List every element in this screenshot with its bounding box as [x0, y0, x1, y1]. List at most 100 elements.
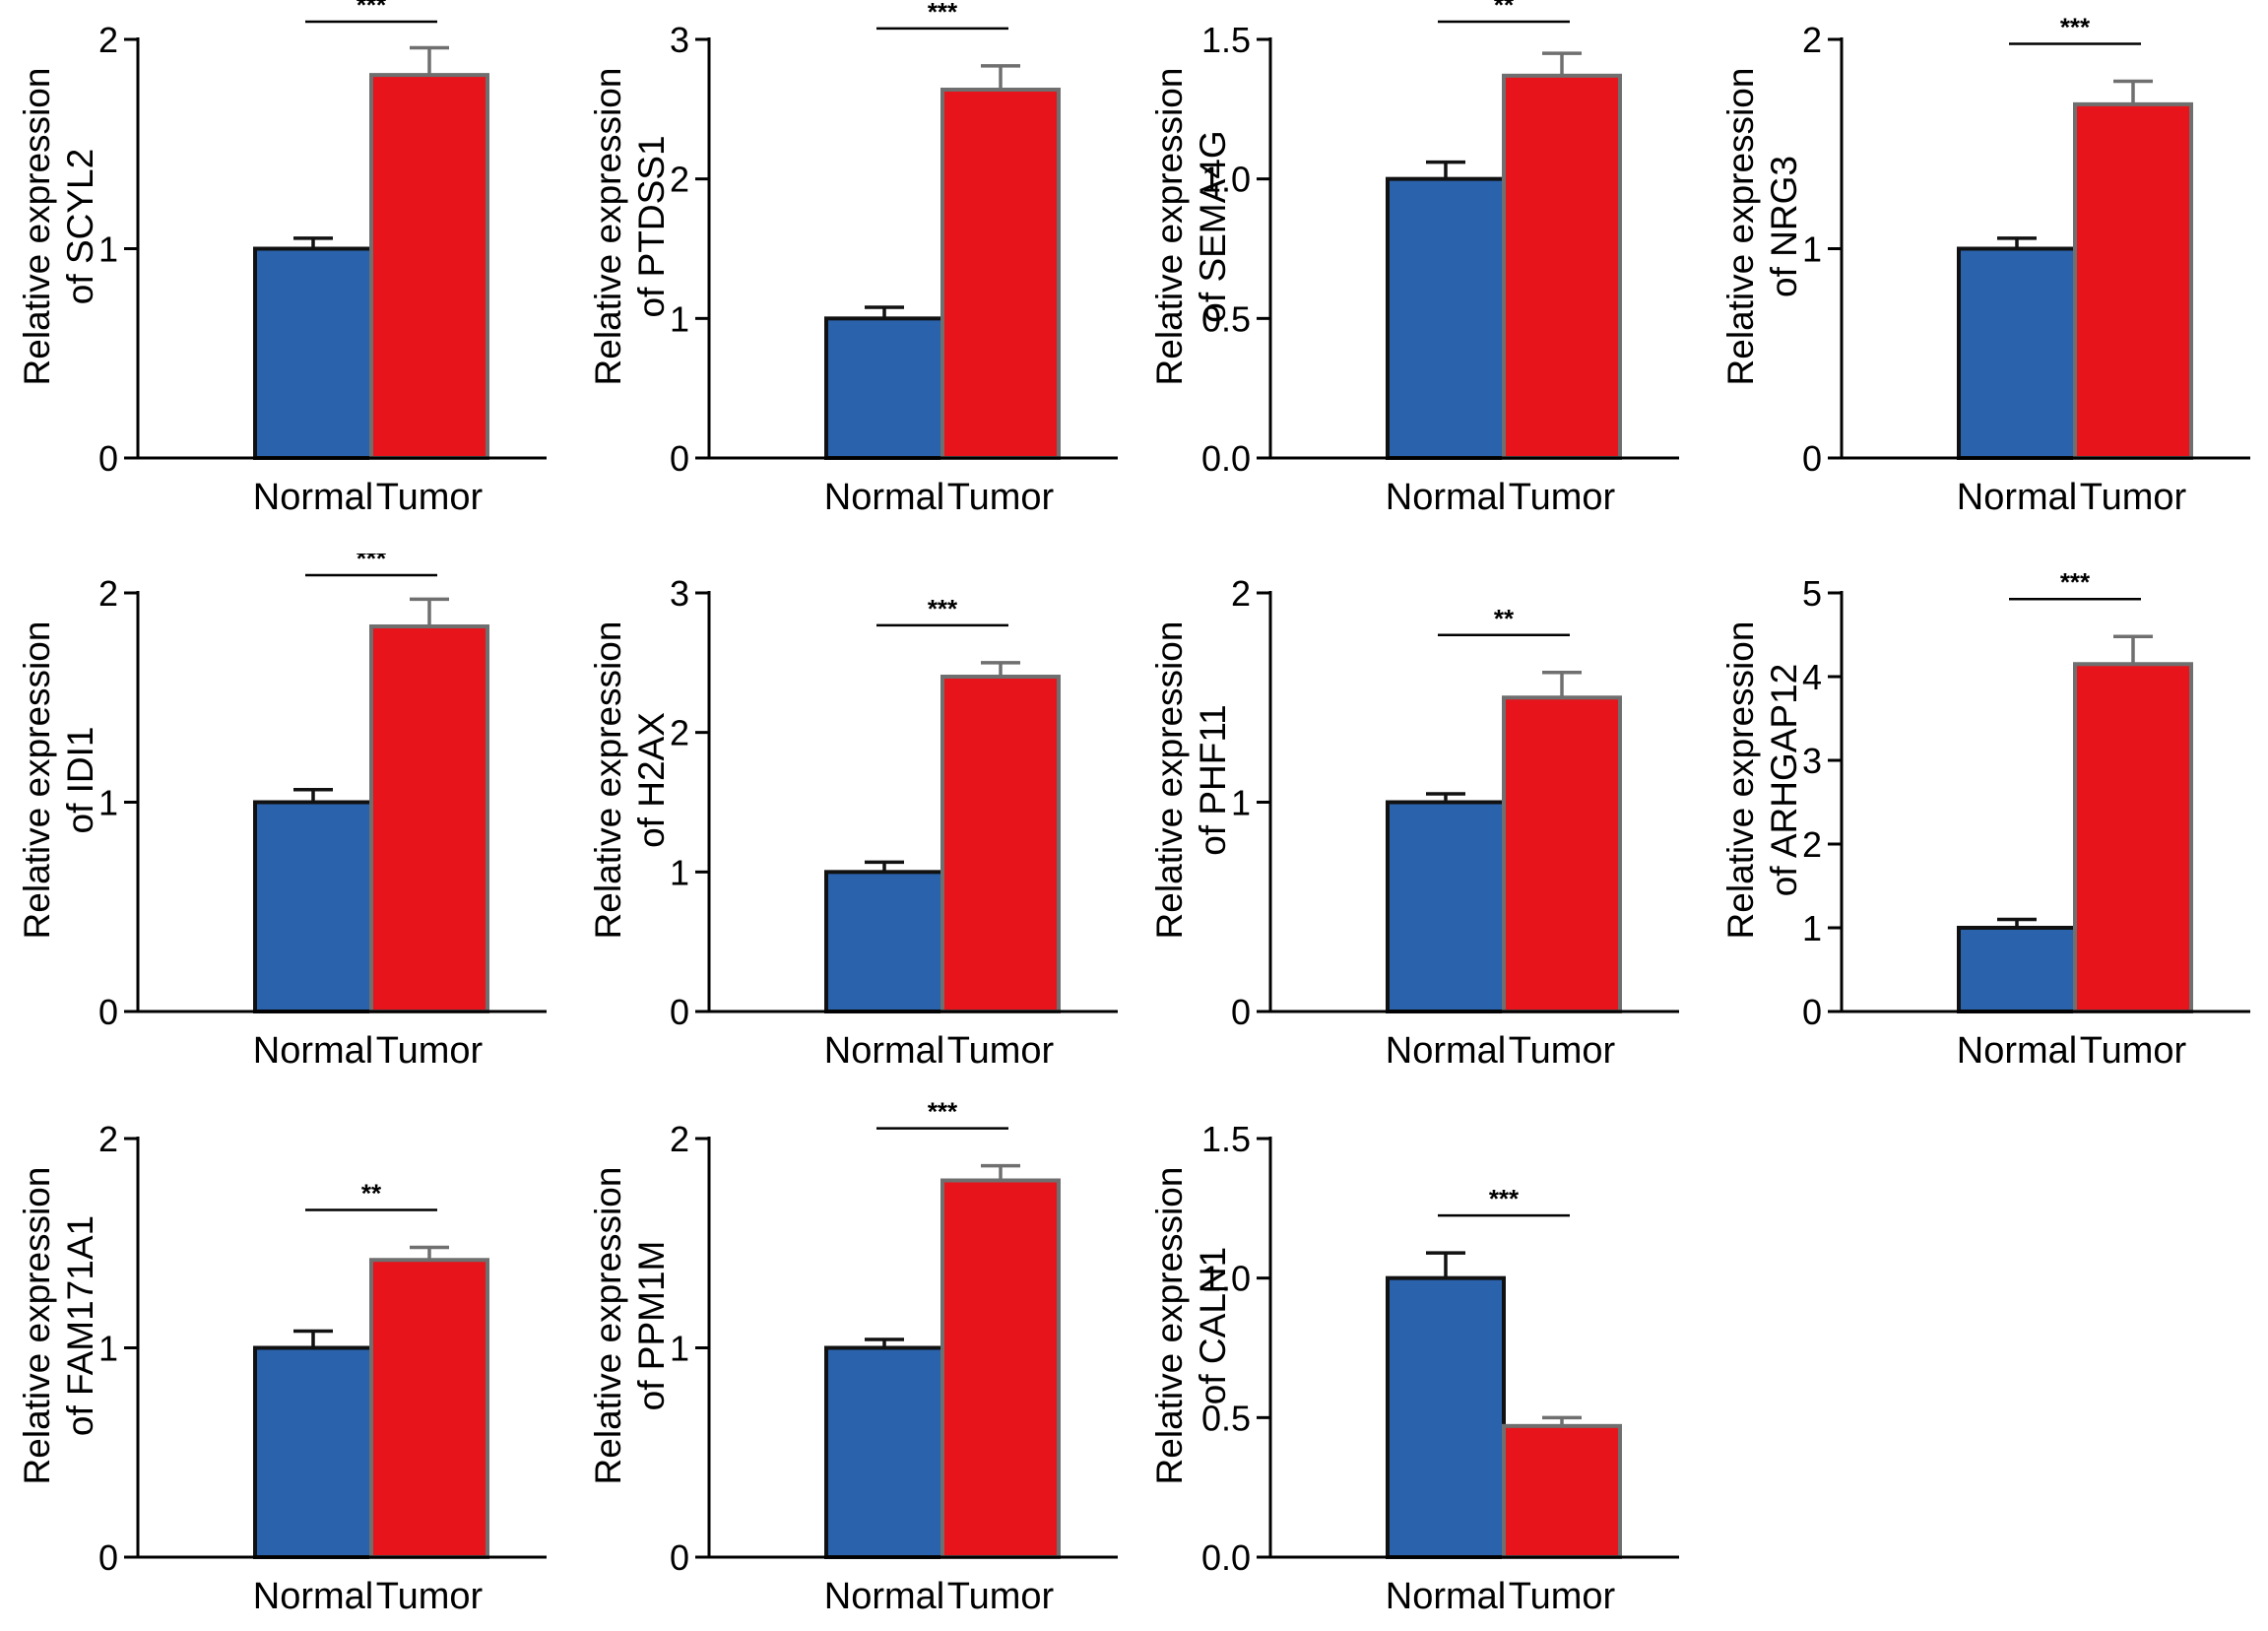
- bar-normal: [1957, 926, 2077, 1013]
- chart-panel: Relative expression of CALN1 0.0 0.5 1.0 1.5 N…: [1133, 1099, 1684, 1631]
- y-tick-label: 1: [1802, 908, 1822, 948]
- x-category-label: Tumor: [1509, 1030, 1616, 1072]
- y-tick-label: 1.0: [1201, 160, 1251, 200]
- bar-tumor: [2073, 662, 2193, 1013]
- bar-tumor: [1502, 73, 1622, 460]
- significance-label: ***: [2060, 567, 2091, 597]
- bar-tumor: [2073, 101, 2193, 460]
- x-category-label: Normal: [1386, 477, 1506, 518]
- bar-normal: [824, 316, 944, 461]
- x-category-label: Normal: [824, 1030, 944, 1072]
- y-tick-label: 0.5: [1201, 298, 1251, 339]
- bar-chart: 0 1 2 3 Normal Tumor ***: [670, 573, 1118, 1072]
- bar-tumor: [940, 675, 1061, 1013]
- bar-tumor: [940, 88, 1061, 460]
- chart-panel: Relative expression of PHF11 0 1 2 Normal Tumo…: [1133, 554, 1684, 1085]
- bar-normal: [253, 246, 373, 460]
- y-tick-label: 1.5: [1201, 20, 1251, 60]
- x-category-label: Normal: [253, 1030, 373, 1072]
- y-tick-label: 0.0: [1201, 438, 1251, 479]
- x-category-label: Normal: [253, 477, 373, 518]
- bar-normal: [253, 1345, 373, 1559]
- bar-chart: 0 1 2 Normal Tumor ***: [1802, 13, 2250, 518]
- bar-tumor: [369, 73, 489, 460]
- bar-chart: 0 1 2 Normal Tumor **: [98, 1119, 547, 1617]
- y-tick-label: 0: [98, 992, 118, 1032]
- y-tick-label: 0: [98, 438, 118, 479]
- y-tick-label: 3: [1802, 741, 1822, 781]
- significance-label: ***: [928, 1099, 958, 1127]
- bar-normal: [1386, 1275, 1506, 1560]
- bar-chart: 0 1 2 Normal Tumor **: [1231, 573, 1679, 1072]
- x-category-label: Normal: [253, 1576, 373, 1617]
- y-tick-label: 1: [98, 783, 118, 823]
- y-tick-label: 0: [1802, 438, 1822, 479]
- x-category-label: Normal: [1957, 1030, 2077, 1072]
- x-category-label: Tumor: [947, 1030, 1055, 1072]
- x-category-label: Tumor: [2080, 477, 2187, 518]
- y-tick-label: 0: [670, 438, 689, 479]
- significance-label: ***: [928, 0, 958, 27]
- x-category-label: Tumor: [376, 1576, 484, 1617]
- significance-label: **: [1494, 0, 1515, 20]
- y-tick-label: 1: [1802, 229, 1822, 270]
- bar-normal: [824, 1345, 944, 1559]
- bar-chart: 0 1 2 3 4 5 Normal Tumor ***: [1802, 567, 2250, 1072]
- y-tick-label: 1.0: [1201, 1259, 1251, 1299]
- y-tick-label: 0: [1231, 992, 1251, 1032]
- y-tick-label: 2: [98, 573, 118, 614]
- y-tick-label: 1.5: [1201, 1119, 1251, 1159]
- x-category-label: Tumor: [376, 1030, 484, 1072]
- bar-tumor: [940, 1178, 1061, 1559]
- y-tick-label: 1: [98, 1329, 118, 1369]
- chart-panel: Relative expression of NRG3 0 1 2 Normal Tumor…: [1704, 0, 2255, 532]
- x-category-label: Normal: [1386, 1030, 1506, 1072]
- x-category-label: Normal: [824, 1576, 944, 1617]
- bar-chart: 0 1 2 Normal Tumor ***: [670, 1099, 1118, 1617]
- x-category-label: Normal: [1957, 477, 2077, 518]
- significance-label: ***: [356, 554, 387, 573]
- x-category-label: Tumor: [947, 477, 1055, 518]
- bar-normal: [1957, 246, 2077, 460]
- y-tick-label: 1: [1231, 783, 1251, 823]
- y-tick-label: 1: [670, 852, 689, 892]
- y-tick-label: 0: [1802, 992, 1822, 1032]
- y-tick-label: 2: [670, 1119, 689, 1159]
- bar-normal: [1386, 176, 1506, 461]
- y-tick-label: 0: [670, 992, 689, 1032]
- y-tick-label: 2: [98, 1119, 118, 1159]
- chart-panel: Relative expression of FAM171A1 0 1 2 Normal T…: [0, 1099, 551, 1631]
- y-tick-label: 0.0: [1201, 1537, 1251, 1578]
- x-category-label: Normal: [824, 477, 944, 518]
- y-tick-label: 0: [670, 1537, 689, 1578]
- chart-panel: Relative expression of SCYL2 0 1 2 Normal Tumo…: [0, 0, 551, 532]
- x-category-label: Normal: [1386, 1576, 1506, 1617]
- bar-tumor: [1502, 695, 1622, 1013]
- bar-normal: [1386, 800, 1506, 1013]
- bar-normal: [824, 870, 944, 1014]
- chart-panel: Relative expression of IDI1 0 1 2 Normal Tumor…: [0, 554, 551, 1085]
- bar-chart: 0.0 0.5 1.0 1.5 Normal Tumor **: [1201, 0, 1679, 518]
- chart-panel: Relative expression of PTDSS1 0 1 2 3 Normal Tu…: [571, 0, 1123, 532]
- x-category-label: Tumor: [947, 1576, 1055, 1617]
- chart-panel: Relative expression of ARHGAP12 0 1 2 3 4 5 Norm…: [1704, 554, 2255, 1085]
- y-tick-label: 5: [1802, 573, 1822, 614]
- bar-chart: 0 1 2 3 Normal Tumor ***: [670, 0, 1118, 518]
- y-tick-label: 2: [98, 20, 118, 60]
- chart-panel: Relative expression of H2AX 0 1 2 3 Normal Tumo…: [571, 554, 1123, 1085]
- y-tick-label: 1: [670, 298, 689, 339]
- chart-panel: Relative expression of SEMA4G 0.0 0.5 1.0 1.5…: [1133, 0, 1684, 532]
- y-tick-label: 1: [98, 229, 118, 270]
- y-tick-label: 3: [670, 20, 689, 60]
- x-category-label: Tumor: [2080, 1030, 2187, 1072]
- y-tick-label: 3: [670, 573, 689, 614]
- y-tick-label: 0: [98, 1537, 118, 1578]
- x-category-label: Tumor: [1509, 477, 1616, 518]
- significance-label: **: [1494, 604, 1515, 633]
- x-category-label: Tumor: [1509, 1576, 1616, 1617]
- y-tick-label: 2: [1802, 20, 1822, 60]
- bar-chart: 0 1 2 Normal Tumor ***: [98, 554, 547, 1072]
- y-tick-label: 4: [1802, 657, 1822, 697]
- bar-tumor: [369, 624, 489, 1013]
